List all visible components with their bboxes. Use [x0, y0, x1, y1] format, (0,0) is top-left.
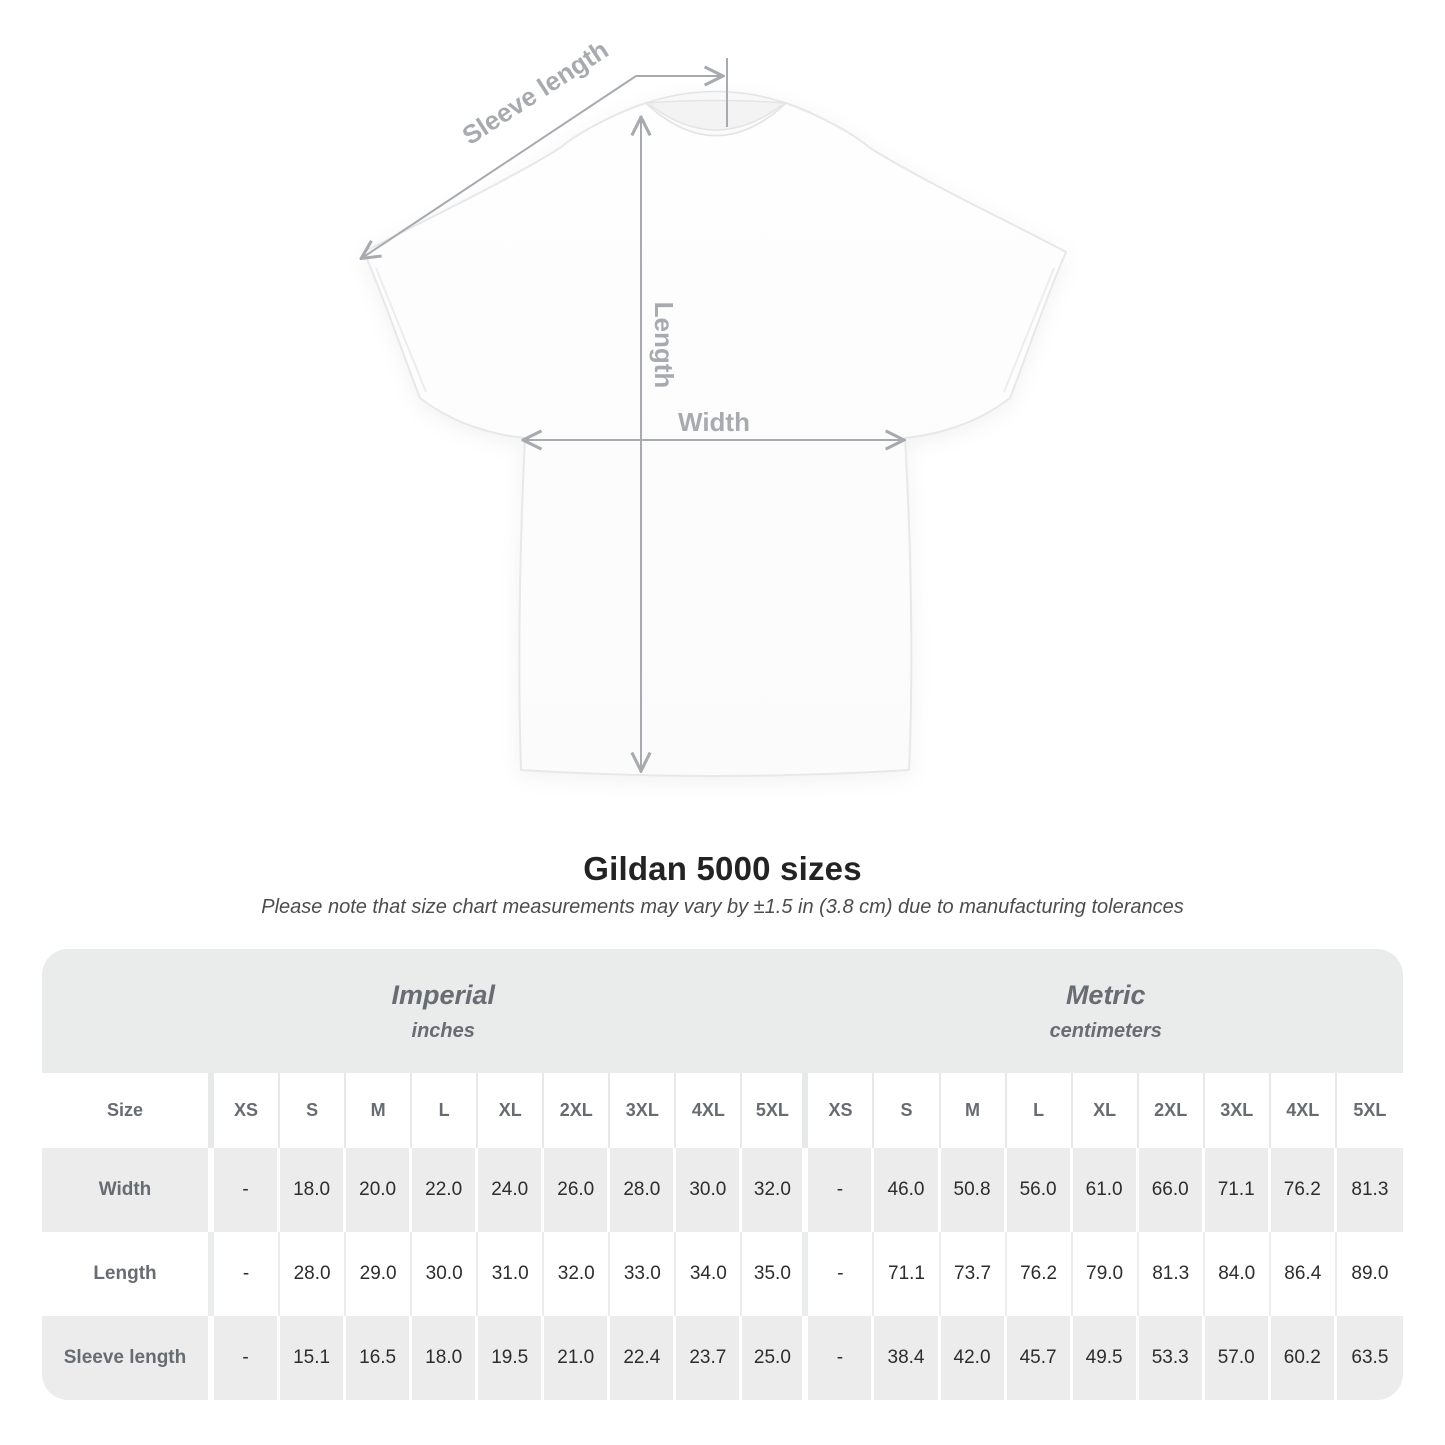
value-cell: -	[808, 1148, 875, 1232]
value-cell: -	[214, 1148, 281, 1232]
value-cell: 42.0	[940, 1316, 1007, 1400]
value-cell: 21.0	[544, 1316, 611, 1400]
value-cell: 15.1	[280, 1316, 347, 1400]
size-header: 4XL	[1270, 1073, 1337, 1148]
size-header: 4XL	[676, 1073, 743, 1148]
value-cell: 38.4	[874, 1316, 941, 1400]
value-cell: 57.0	[1204, 1316, 1271, 1400]
value-cell: 73.7	[940, 1232, 1007, 1316]
sleeve-length-arrow	[362, 76, 722, 258]
metric-unit-label: centimeters	[1049, 1020, 1162, 1042]
table-row-length: Length - 28.0 29.0 30.0 31.0 32.0 33.0 3…	[42, 1232, 1403, 1316]
size-header: M	[346, 1073, 413, 1148]
size-header: 2XL	[544, 1073, 611, 1148]
value-cell: 32.0	[742, 1148, 809, 1232]
value-cell: 76.2	[1270, 1148, 1337, 1232]
metric-label: Metric	[1065, 980, 1146, 1010]
value-cell: 45.7	[1006, 1316, 1073, 1400]
value-cell: 46.0	[874, 1148, 941, 1232]
value-cell: 60.2	[1270, 1316, 1337, 1400]
value-cell: 28.0	[610, 1148, 677, 1232]
value-cell: 18.0	[412, 1316, 479, 1400]
size-header: S	[280, 1073, 347, 1148]
imperial-unit-label: inches	[411, 1020, 475, 1042]
row-label: Length	[42, 1232, 214, 1316]
value-cell: 63.5	[1336, 1316, 1403, 1400]
value-cell: 56.0	[1006, 1148, 1073, 1232]
value-cell: 61.0	[1072, 1148, 1139, 1232]
size-chart-table: Imperial inches Metric centimeters Size …	[42, 949, 1403, 1400]
size-header: 3XL	[1204, 1073, 1271, 1148]
value-cell: 24.0	[478, 1148, 545, 1232]
unit-group-row: Imperial inches Metric centimeters	[42, 949, 1403, 1073]
size-header: XS	[214, 1073, 281, 1148]
metric-group-header: Metric centimeters	[808, 949, 1403, 1073]
value-cell: 25.0	[742, 1316, 809, 1400]
size-header: L	[412, 1073, 479, 1148]
table-row-sleeve-length: Sleeve length - 15.1 16.5 18.0 19.5 21.0…	[42, 1316, 1403, 1400]
value-cell: 86.4	[1270, 1232, 1337, 1316]
row-label: Sleeve length	[42, 1316, 214, 1400]
value-cell: -	[214, 1232, 281, 1316]
value-cell: 53.3	[1138, 1316, 1205, 1400]
value-cell: 79.0	[1072, 1232, 1139, 1316]
value-cell: 35.0	[742, 1232, 809, 1316]
value-cell: 32.0	[544, 1232, 611, 1316]
value-cell: 20.0	[346, 1148, 413, 1232]
value-cell: 84.0	[1204, 1232, 1271, 1316]
value-cell: 66.0	[1138, 1148, 1205, 1232]
value-cell: 29.0	[346, 1232, 413, 1316]
length-label: Length	[649, 302, 679, 389]
value-cell: 81.3	[1138, 1232, 1205, 1316]
value-cell: 71.1	[874, 1232, 941, 1316]
size-header: XS	[808, 1073, 875, 1148]
row-label: Width	[42, 1148, 214, 1232]
value-cell: 28.0	[280, 1232, 347, 1316]
value-cell: 22.0	[412, 1148, 479, 1232]
value-cell: 50.8	[940, 1148, 1007, 1232]
tshirt-measurement-diagram: Sleeve length Length Width	[0, 34, 1067, 777]
size-header: M	[940, 1073, 1007, 1148]
value-cell: 49.5	[1072, 1316, 1139, 1400]
value-cell: 18.0	[280, 1148, 347, 1232]
value-cell: 33.0	[610, 1232, 677, 1316]
value-cell: 30.0	[676, 1148, 743, 1232]
size-header: 2XL	[1138, 1073, 1205, 1148]
table-row-width: Width - 18.0 20.0 22.0 24.0 26.0 28.0 30…	[42, 1148, 1403, 1232]
size-header: XL	[1072, 1073, 1139, 1148]
value-cell: 89.0	[1336, 1232, 1403, 1316]
imperial-label: Imperial	[391, 980, 495, 1010]
value-cell: 76.2	[1006, 1232, 1073, 1316]
value-cell: -	[808, 1232, 875, 1316]
value-cell: 81.3	[1336, 1148, 1403, 1232]
size-header: 5XL	[742, 1073, 809, 1148]
width-label: Width	[678, 407, 750, 437]
value-cell: 26.0	[544, 1148, 611, 1232]
value-cell: 19.5	[478, 1316, 545, 1400]
size-column-header: Size	[42, 1073, 214, 1148]
tolerance-note: Please note that size chart measurements…	[261, 896, 1184, 918]
value-cell: -	[808, 1316, 875, 1400]
size-chart: Imperial inches Metric centimeters Size …	[42, 949, 1403, 1400]
page-title: Gildan 5000 sizes	[583, 850, 862, 887]
value-cell: 30.0	[412, 1232, 479, 1316]
size-header: L	[1006, 1073, 1073, 1148]
imperial-group-header: Imperial inches	[42, 949, 809, 1073]
size-header: 5XL	[1336, 1073, 1403, 1148]
value-cell: 31.0	[478, 1232, 545, 1316]
value-cell: 71.1	[1204, 1148, 1271, 1232]
value-cell: 16.5	[346, 1316, 413, 1400]
value-cell: 34.0	[676, 1232, 743, 1316]
value-cell: -	[214, 1316, 281, 1400]
value-cell: 22.4	[610, 1316, 677, 1400]
size-header: XL	[478, 1073, 545, 1148]
size-header-row: Size XS S M L XL 2XL 3XL 4XL 5XL XS S M …	[42, 1073, 1403, 1148]
size-header: 3XL	[610, 1073, 677, 1148]
size-header: S	[874, 1073, 941, 1148]
value-cell: 23.7	[676, 1316, 743, 1400]
